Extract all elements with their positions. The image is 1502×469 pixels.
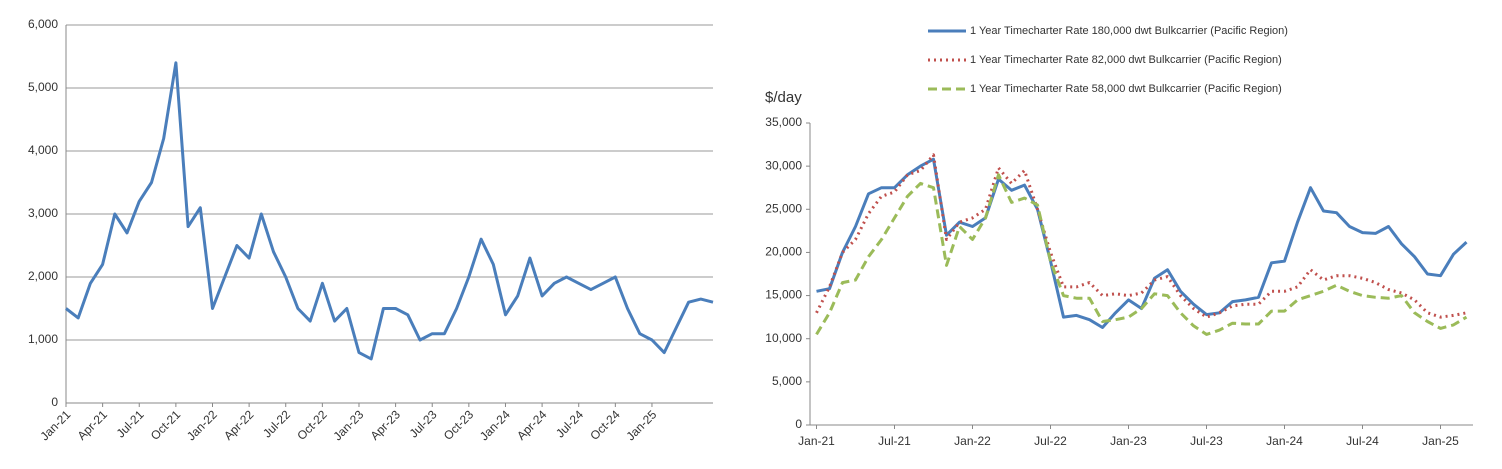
- y-tick-label: 25,000: [765, 201, 802, 215]
- x-tick-label: Oct-23: [441, 407, 477, 443]
- legend-label: 1 Year Timecharter Rate 180,000 dwt Bulk…: [970, 25, 1288, 37]
- x-tick-label: Apr-21: [75, 407, 111, 443]
- y-tick-label: 1,000: [28, 332, 58, 346]
- data-line: [65, 61, 714, 361]
- y-tick-label: 0: [51, 395, 58, 409]
- data-line: [815, 153, 1467, 319]
- x-tick-label: Jul-24: [553, 407, 586, 440]
- x-tick-label: Jan-22: [954, 434, 991, 448]
- x-tick-label: Apr-22: [221, 407, 257, 443]
- x-tick-label: Jan-21: [38, 407, 74, 443]
- x-tick-label: Jul-22: [1034, 434, 1067, 448]
- x-tick-label: Jul-21: [114, 407, 147, 440]
- x-tick-label: Jan-23: [1110, 434, 1147, 448]
- x-tick-label: Jul-21: [878, 434, 911, 448]
- x-tick-label: Jan-22: [184, 407, 220, 443]
- x-tick-label: Oct-22: [294, 407, 330, 443]
- legend: 1 Year Timecharter Rate 180,000 dwt Bulk…: [928, 25, 1288, 95]
- x-tick-label: Apr-23: [368, 407, 404, 443]
- data-line: [815, 173, 1468, 336]
- x-tick-label: Jan-23: [330, 407, 366, 443]
- y-tick-label: 5,000: [772, 374, 802, 388]
- y-tick-label: 0: [795, 417, 802, 431]
- x-tick-label: Jan-24: [477, 407, 513, 443]
- x-tick-label: Oct-21: [148, 407, 184, 443]
- x-tick-label: Jan-25: [1422, 434, 1459, 448]
- y-tick-label: 6,000: [28, 17, 58, 31]
- y-tick-label: 20,000: [765, 245, 802, 259]
- x-tick-label: Jan-21: [798, 434, 835, 448]
- y-tick-label: 35,000: [765, 115, 802, 129]
- data-line: [816, 157, 1468, 329]
- x-tick-label: Jan-24: [1266, 434, 1303, 448]
- y-tick-label: 10,000: [765, 331, 802, 345]
- x-tick-label: Jul-23: [1190, 434, 1223, 448]
- y-tick-label: 5,000: [28, 80, 58, 94]
- y-tick-label: 3,000: [28, 206, 58, 220]
- x-tick-label: Oct-24: [587, 407, 623, 443]
- y-tick-label: 15,000: [765, 288, 802, 302]
- x-tick-label: Jul-22: [260, 407, 293, 440]
- y-tick-label: 30,000: [765, 158, 802, 172]
- x-tick-label: Jul-24: [1346, 434, 1379, 448]
- legend-label: 1 Year Timecharter Rate 58,000 dwt Bulkc…: [970, 83, 1282, 95]
- y-axis-label: $/day: [765, 89, 802, 106]
- x-tick-label: Jul-23: [407, 407, 440, 440]
- x-tick-label: Apr-24: [514, 407, 550, 443]
- y-tick-label: 4,000: [28, 143, 58, 157]
- x-tick-label: Jan-25: [623, 407, 659, 443]
- y-tick-label: 2,000: [28, 269, 58, 283]
- legend-label: 1 Year Timecharter Rate 82,000 dwt Bulkc…: [970, 54, 1282, 66]
